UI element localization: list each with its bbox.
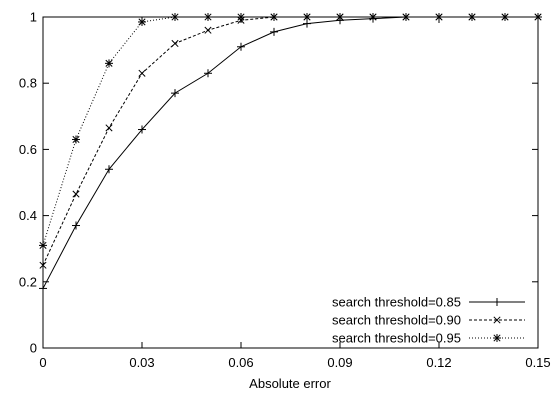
data-point xyxy=(493,298,501,306)
legend: search threshold=0.85 search threshold=0.… xyxy=(332,295,525,346)
legend-entry: search threshold=0.90 xyxy=(332,313,525,328)
series-layer xyxy=(39,13,542,293)
legend-label: search threshold=0.90 xyxy=(332,313,461,328)
data-point xyxy=(39,284,47,293)
data-point xyxy=(435,13,443,21)
data-point xyxy=(171,13,179,21)
series-line xyxy=(42,16,538,289)
data-point xyxy=(72,221,80,230)
data-point xyxy=(270,27,278,36)
legend-label: search threshold=0.85 xyxy=(332,295,461,310)
x-tick-label: 0.12 xyxy=(426,355,451,370)
plot-frame xyxy=(42,16,539,349)
x-tick-label: 0.09 xyxy=(327,355,352,370)
data-point xyxy=(138,125,146,134)
data-point xyxy=(493,334,501,342)
data-point xyxy=(336,13,344,21)
x-tick-label: 0 xyxy=(39,355,46,370)
data-point xyxy=(39,261,47,269)
data-point xyxy=(72,190,80,198)
data-point xyxy=(72,135,80,144)
data-point xyxy=(171,89,179,98)
x-tick-label: 0.06 xyxy=(228,355,253,370)
data-point xyxy=(204,69,212,78)
y-tick-label: 0 xyxy=(30,341,37,356)
data-point xyxy=(204,26,212,34)
series-line xyxy=(42,16,538,266)
x-tick-label: 0.03 xyxy=(129,355,154,370)
y-tick-label: 0.4 xyxy=(19,208,37,223)
y-tick-label: 0.2 xyxy=(19,274,37,289)
data-point xyxy=(534,13,542,21)
data-point xyxy=(105,165,113,174)
data-point xyxy=(270,13,278,21)
data-point xyxy=(303,13,311,21)
data-point xyxy=(493,316,501,324)
series-1 xyxy=(39,13,542,293)
data-point xyxy=(402,13,410,21)
data-point xyxy=(105,124,113,132)
data-point xyxy=(105,59,113,68)
series-line xyxy=(42,16,538,246)
data-point xyxy=(138,17,146,26)
y-tick-label: 0.8 xyxy=(19,76,37,91)
data-point xyxy=(237,42,245,51)
legend-entry: search threshold=0.85 xyxy=(332,295,525,310)
axis-ticks: 0 0.03 0.06 0.09 0.12 0.15 0 0.2 0.4 0.6 0.8 1 xyxy=(19,10,551,371)
x-tick-label: 0.15 xyxy=(525,355,550,370)
data-point xyxy=(468,13,476,21)
series-2 xyxy=(39,13,542,269)
data-point xyxy=(237,13,245,21)
series-3 xyxy=(39,13,542,250)
y-tick-label: 1 xyxy=(30,10,37,25)
data-point xyxy=(204,13,212,21)
y-tick-label: 0.6 xyxy=(19,142,37,157)
data-point xyxy=(39,241,47,250)
legend-entry: search threshold=0.95 xyxy=(332,331,525,346)
x-axis-title: Absolute error xyxy=(249,376,331,391)
data-point xyxy=(369,13,377,21)
data-point xyxy=(171,39,179,48)
data-point xyxy=(501,13,509,21)
legend-label: search threshold=0.95 xyxy=(332,331,461,346)
data-point xyxy=(138,69,146,77)
